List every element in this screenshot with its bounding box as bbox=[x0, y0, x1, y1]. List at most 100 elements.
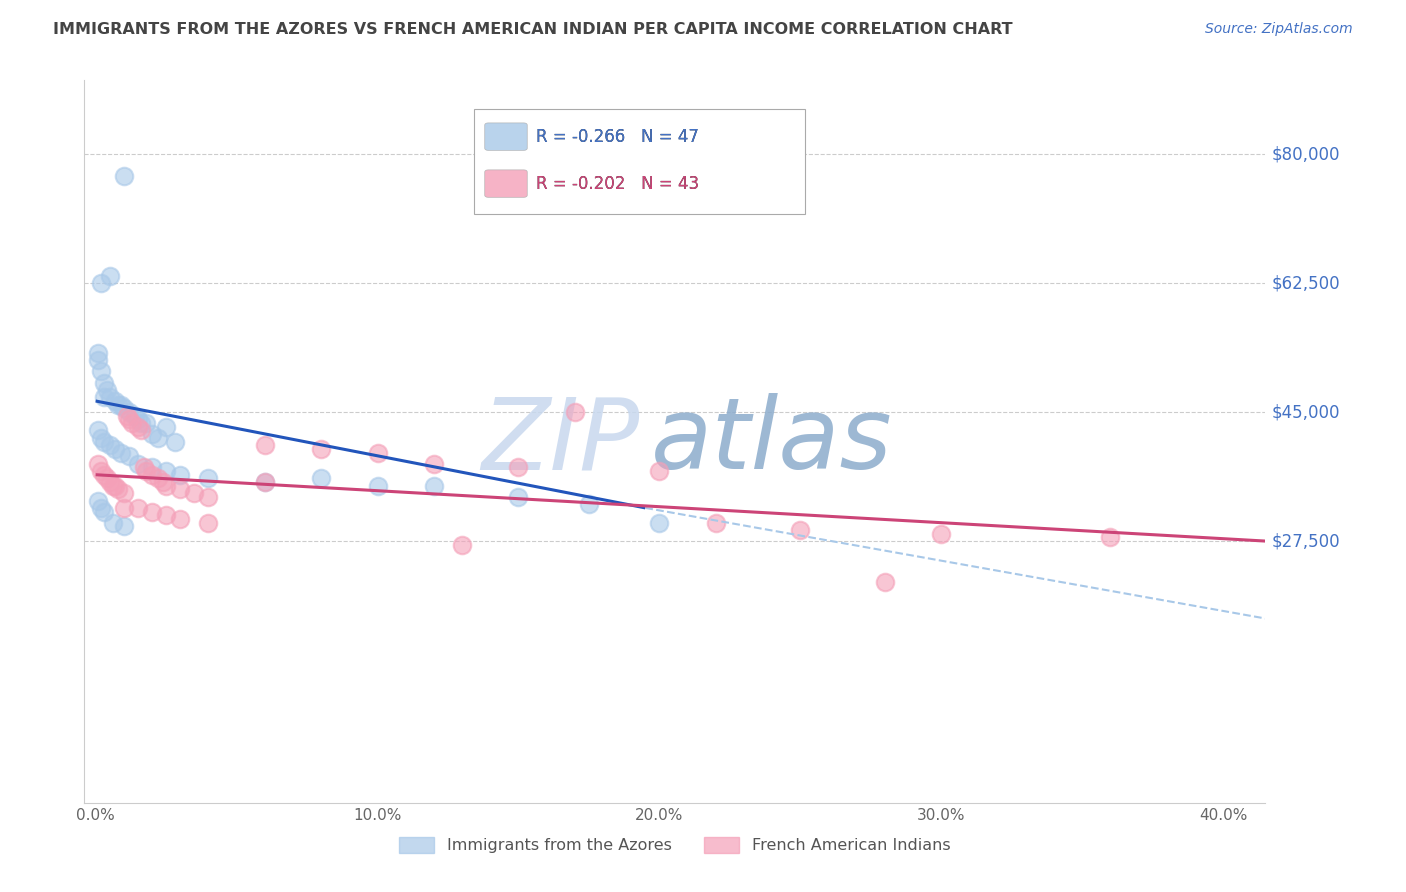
Point bbox=[169, 512, 191, 526]
Text: R = -0.266   N = 47: R = -0.266 N = 47 bbox=[536, 128, 699, 145]
Text: ZIP: ZIP bbox=[481, 393, 640, 490]
Point bbox=[110, 398, 132, 412]
Point bbox=[87, 457, 110, 471]
Point bbox=[118, 405, 141, 419]
Text: R = -0.202   N = 43: R = -0.202 N = 43 bbox=[536, 175, 699, 193]
Point bbox=[98, 438, 121, 452]
Point bbox=[127, 500, 149, 515]
Point bbox=[155, 508, 177, 523]
Point bbox=[127, 419, 149, 434]
Point bbox=[141, 467, 163, 482]
Point bbox=[118, 450, 141, 464]
Point bbox=[155, 464, 177, 478]
Text: Source: ZipAtlas.com: Source: ZipAtlas.com bbox=[1205, 22, 1353, 37]
Point bbox=[90, 464, 112, 478]
Point bbox=[141, 460, 163, 475]
Point bbox=[96, 471, 118, 485]
Point bbox=[135, 416, 157, 430]
Legend: Immigrants from the Azores, French American Indians: Immigrants from the Azores, French Ameri… bbox=[392, 830, 957, 860]
Point bbox=[141, 505, 163, 519]
Point bbox=[197, 516, 219, 530]
Point bbox=[309, 471, 332, 485]
Point bbox=[141, 427, 163, 442]
Text: R = -0.266   N = 47: R = -0.266 N = 47 bbox=[536, 128, 699, 145]
Point bbox=[87, 424, 110, 438]
FancyBboxPatch shape bbox=[485, 169, 527, 197]
Point bbox=[121, 416, 143, 430]
Point bbox=[578, 497, 600, 511]
Point bbox=[704, 516, 727, 530]
Point bbox=[1099, 530, 1122, 544]
Point bbox=[253, 475, 276, 489]
Point bbox=[90, 500, 112, 515]
Point bbox=[508, 460, 530, 475]
Point bbox=[564, 405, 586, 419]
Point bbox=[87, 493, 110, 508]
Text: R = -0.202   N = 43: R = -0.202 N = 43 bbox=[536, 175, 699, 193]
Text: $62,500: $62,500 bbox=[1271, 274, 1340, 292]
Point bbox=[129, 424, 152, 438]
Point bbox=[155, 419, 177, 434]
Point bbox=[253, 475, 276, 489]
Point bbox=[98, 390, 121, 404]
Point bbox=[93, 434, 115, 449]
Point bbox=[648, 516, 671, 530]
Point bbox=[107, 483, 129, 497]
Point bbox=[127, 412, 149, 426]
Point bbox=[115, 409, 138, 423]
Point bbox=[163, 434, 186, 449]
Point bbox=[253, 438, 276, 452]
Point bbox=[169, 467, 191, 482]
Point bbox=[423, 457, 446, 471]
Point bbox=[93, 467, 115, 482]
Text: atlas: atlas bbox=[651, 393, 893, 490]
Point bbox=[873, 574, 896, 589]
Point bbox=[112, 486, 135, 500]
Text: $45,000: $45,000 bbox=[1271, 403, 1340, 421]
Point bbox=[90, 364, 112, 378]
Point bbox=[93, 505, 115, 519]
Point bbox=[366, 479, 388, 493]
Text: $80,000: $80,000 bbox=[1271, 145, 1340, 163]
FancyBboxPatch shape bbox=[485, 123, 527, 151]
Point bbox=[124, 409, 146, 423]
Point bbox=[197, 471, 219, 485]
Point bbox=[929, 526, 952, 541]
Text: $27,500: $27,500 bbox=[1271, 532, 1340, 550]
Point bbox=[96, 383, 118, 397]
Point bbox=[90, 431, 112, 445]
Point bbox=[508, 490, 530, 504]
Point bbox=[104, 442, 127, 456]
Point bbox=[451, 538, 474, 552]
Point bbox=[152, 475, 174, 489]
Point bbox=[129, 416, 152, 430]
Point bbox=[104, 394, 127, 409]
Point bbox=[423, 479, 446, 493]
Point bbox=[112, 519, 135, 533]
Point bbox=[127, 457, 149, 471]
Point bbox=[155, 479, 177, 493]
Point bbox=[112, 169, 135, 183]
Point bbox=[101, 516, 124, 530]
Point bbox=[789, 523, 811, 537]
Point bbox=[146, 431, 169, 445]
Point bbox=[132, 460, 155, 475]
Point bbox=[648, 464, 671, 478]
Point bbox=[107, 398, 129, 412]
Point bbox=[118, 412, 141, 426]
Point bbox=[183, 486, 205, 500]
Text: IMMIGRANTS FROM THE AZORES VS FRENCH AMERICAN INDIAN PER CAPITA INCOME CORRELATI: IMMIGRANTS FROM THE AZORES VS FRENCH AME… bbox=[53, 22, 1014, 37]
Point bbox=[309, 442, 332, 456]
Point bbox=[90, 276, 112, 290]
Point bbox=[98, 268, 121, 283]
FancyBboxPatch shape bbox=[474, 109, 804, 214]
Point bbox=[366, 445, 388, 459]
Point bbox=[197, 490, 219, 504]
Point bbox=[112, 500, 135, 515]
Point bbox=[112, 401, 135, 416]
Point bbox=[93, 376, 115, 390]
Point bbox=[93, 390, 115, 404]
Point bbox=[98, 475, 121, 489]
Point bbox=[87, 346, 110, 360]
Point bbox=[135, 464, 157, 478]
